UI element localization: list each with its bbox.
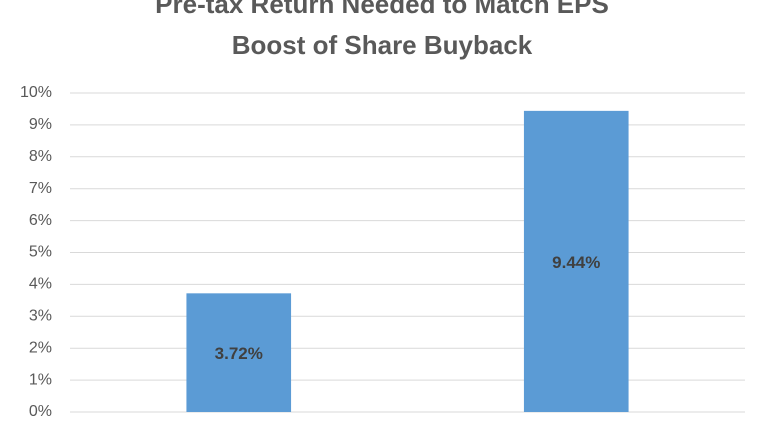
bar — [523, 110, 629, 412]
y-tick-label: 1% — [29, 371, 52, 388]
y-tick-label: 5% — [29, 244, 52, 261]
y-tick-label: 2% — [29, 339, 52, 356]
y-tick-label: 3% — [29, 308, 52, 325]
y-tick-label: 0% — [29, 403, 52, 420]
y-tick-label: 8% — [29, 148, 52, 165]
y-tick-label: 9% — [29, 116, 52, 133]
y-tick-label: 4% — [29, 276, 52, 293]
chart-title: Boost of Share Buyback — [232, 30, 533, 60]
data-label: 3.72% — [215, 344, 263, 363]
bar — [186, 293, 292, 412]
y-tick-label: 10% — [20, 84, 52, 101]
chart-title: Pre-tax Return Needed to Match EPS — [155, 0, 609, 19]
y-tick-label: 6% — [29, 212, 52, 229]
data-label: 9.44% — [552, 253, 600, 272]
y-tick-label: 7% — [29, 180, 52, 197]
